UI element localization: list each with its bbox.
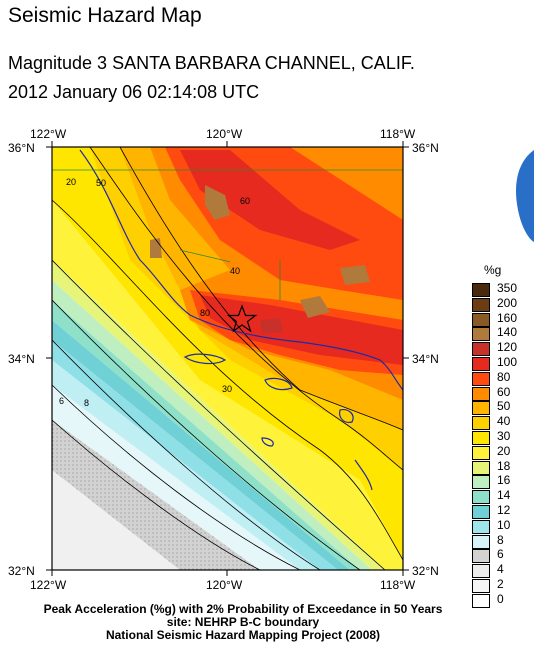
- lat-label-34n-left: 34°N: [8, 352, 35, 366]
- legend-swatch: [472, 534, 490, 549]
- coastline: [79, 149, 403, 491]
- legend-swatch: [472, 445, 490, 460]
- lon-label-122w-bottom: 122°W: [30, 578, 67, 592]
- legend-label: 100: [497, 355, 518, 369]
- hazard-bands: [52, 147, 403, 570]
- legend-label: 200: [497, 295, 518, 310]
- legend-swatch: [472, 505, 490, 519]
- legend-label: 8: [497, 532, 504, 547]
- lon-label-120w-bottom: 120°W: [206, 578, 243, 592]
- contour-label: 6: [59, 396, 65, 406]
- legend-swatch: [472, 579, 490, 593]
- contour-label: 8: [84, 398, 90, 408]
- legend-swatch: [472, 490, 490, 505]
- lon-label-118w-bottom: 118°W: [380, 578, 416, 592]
- legend-label: 60: [497, 384, 511, 399]
- lon-label-122w-top: 122°W: [30, 127, 67, 141]
- legend-label: 6: [497, 547, 504, 562]
- lat-label-36n-left: 36°N: [8, 141, 35, 155]
- globe-inset-icon: [515, 150, 534, 242]
- legend-label: 0: [497, 591, 504, 606]
- legend-label: 350: [497, 281, 518, 295]
- contour-label: 60: [240, 196, 251, 206]
- legend-label: 140: [497, 325, 518, 340]
- event-datetime: 2012 January 06 02:14:08 UTC: [8, 82, 260, 102]
- caption-line-3: National Seismic Hazard Mapping Project …: [105, 628, 381, 642]
- legend-swatch: [472, 549, 490, 564]
- epicenter-star-icon: [226, 304, 258, 333]
- lat-label-32n-right: 32°N: [412, 564, 439, 578]
- legend-label: 80: [497, 369, 511, 384]
- contour-label: 80: [200, 308, 211, 318]
- legend-swatch: [472, 416, 490, 431]
- legend-swatch: [472, 431, 490, 445]
- contour-label: 40: [230, 266, 241, 276]
- legend-label: 160: [497, 310, 518, 325]
- legend-label: 2: [497, 577, 504, 591]
- legend-unit-label: %g: [484, 263, 502, 277]
- lat-label-32n-left: 32°N: [8, 564, 35, 578]
- lon-label-120w-top: 120°W: [206, 127, 243, 141]
- caption-line-2: site: NEHRP B-C boundary: [166, 615, 320, 629]
- legend-swatch: [472, 327, 490, 342]
- legend-label: 50: [497, 399, 511, 414]
- legend-label: 12: [497, 503, 511, 517]
- legend-swatch: [472, 401, 490, 416]
- lat-label-34n-right: 34°N: [412, 352, 439, 366]
- legend-swatch: [472, 357, 490, 371]
- legend-swatch: [472, 312, 490, 327]
- legend-label: 20: [497, 443, 511, 458]
- legend-swatch: [472, 475, 490, 490]
- lon-label-118w-top: 118°W: [380, 127, 416, 141]
- event-magnitude-location: Magnitude 3 SANTA BARBARA CHANNEL, CALIF…: [8, 53, 415, 73]
- legend-label: 120: [497, 340, 518, 355]
- caption-line-1: Peak Acceleration (%g) with 2% Probabili…: [43, 602, 443, 616]
- legend-label: 14: [497, 488, 511, 503]
- contour-label: 20: [66, 177, 77, 187]
- legend-label: 40: [497, 414, 511, 429]
- legend-label: 18: [497, 458, 511, 473]
- legend-swatch: [472, 593, 490, 608]
- legend-swatch: [472, 371, 490, 386]
- legend-swatch: [472, 297, 490, 312]
- legend-label: 30: [497, 429, 511, 443]
- legend-swatch: [472, 342, 490, 357]
- lat-label-36n-right: 36°N: [412, 141, 439, 155]
- legend-swatch: [472, 564, 490, 579]
- legend-swatch: [472, 519, 490, 534]
- contour-label: 30: [222, 384, 233, 394]
- contour-label: 50: [96, 178, 107, 188]
- map-title: Seismic Hazard Map: [8, 4, 202, 27]
- county-lines: [52, 169, 403, 300]
- legend-label: 16: [497, 473, 511, 488]
- legend-swatch: [472, 386, 490, 401]
- legend-swatch: [472, 460, 490, 475]
- legend-label: 10: [497, 517, 511, 532]
- legend-label: 4: [497, 562, 504, 577]
- axis-ticks: [46, 141, 409, 576]
- contour-lines: [52, 147, 403, 570]
- legend-swatch: [472, 283, 490, 297]
